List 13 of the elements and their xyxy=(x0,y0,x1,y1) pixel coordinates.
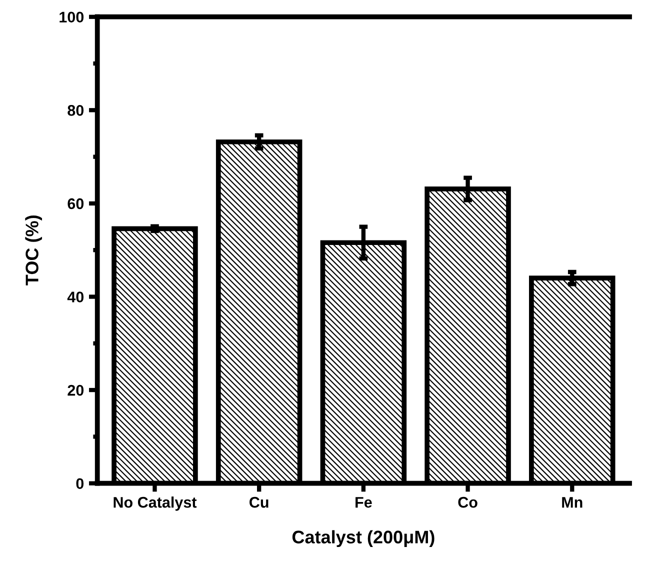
y-axis-title: TOC (%) xyxy=(25,216,42,286)
x-tick-label: Fe xyxy=(356,497,372,508)
y-tick-label: 0 xyxy=(76,478,84,490)
x-axis-title: Catalyst (200μM) xyxy=(292,530,434,548)
x-tick-label: Co xyxy=(458,496,478,508)
x-tick-label: Mn xyxy=(562,497,582,508)
y-tick-label: 100 xyxy=(60,12,84,23)
y-tick-label: 60 xyxy=(68,198,84,210)
x-tick-label: No Catalyst xyxy=(114,496,197,511)
y-tick-label: 20 xyxy=(68,384,84,396)
y-tick-label: 80 xyxy=(68,105,84,116)
x-tick-label: Cu xyxy=(250,496,268,508)
y-tick-label: 40 xyxy=(67,292,84,302)
